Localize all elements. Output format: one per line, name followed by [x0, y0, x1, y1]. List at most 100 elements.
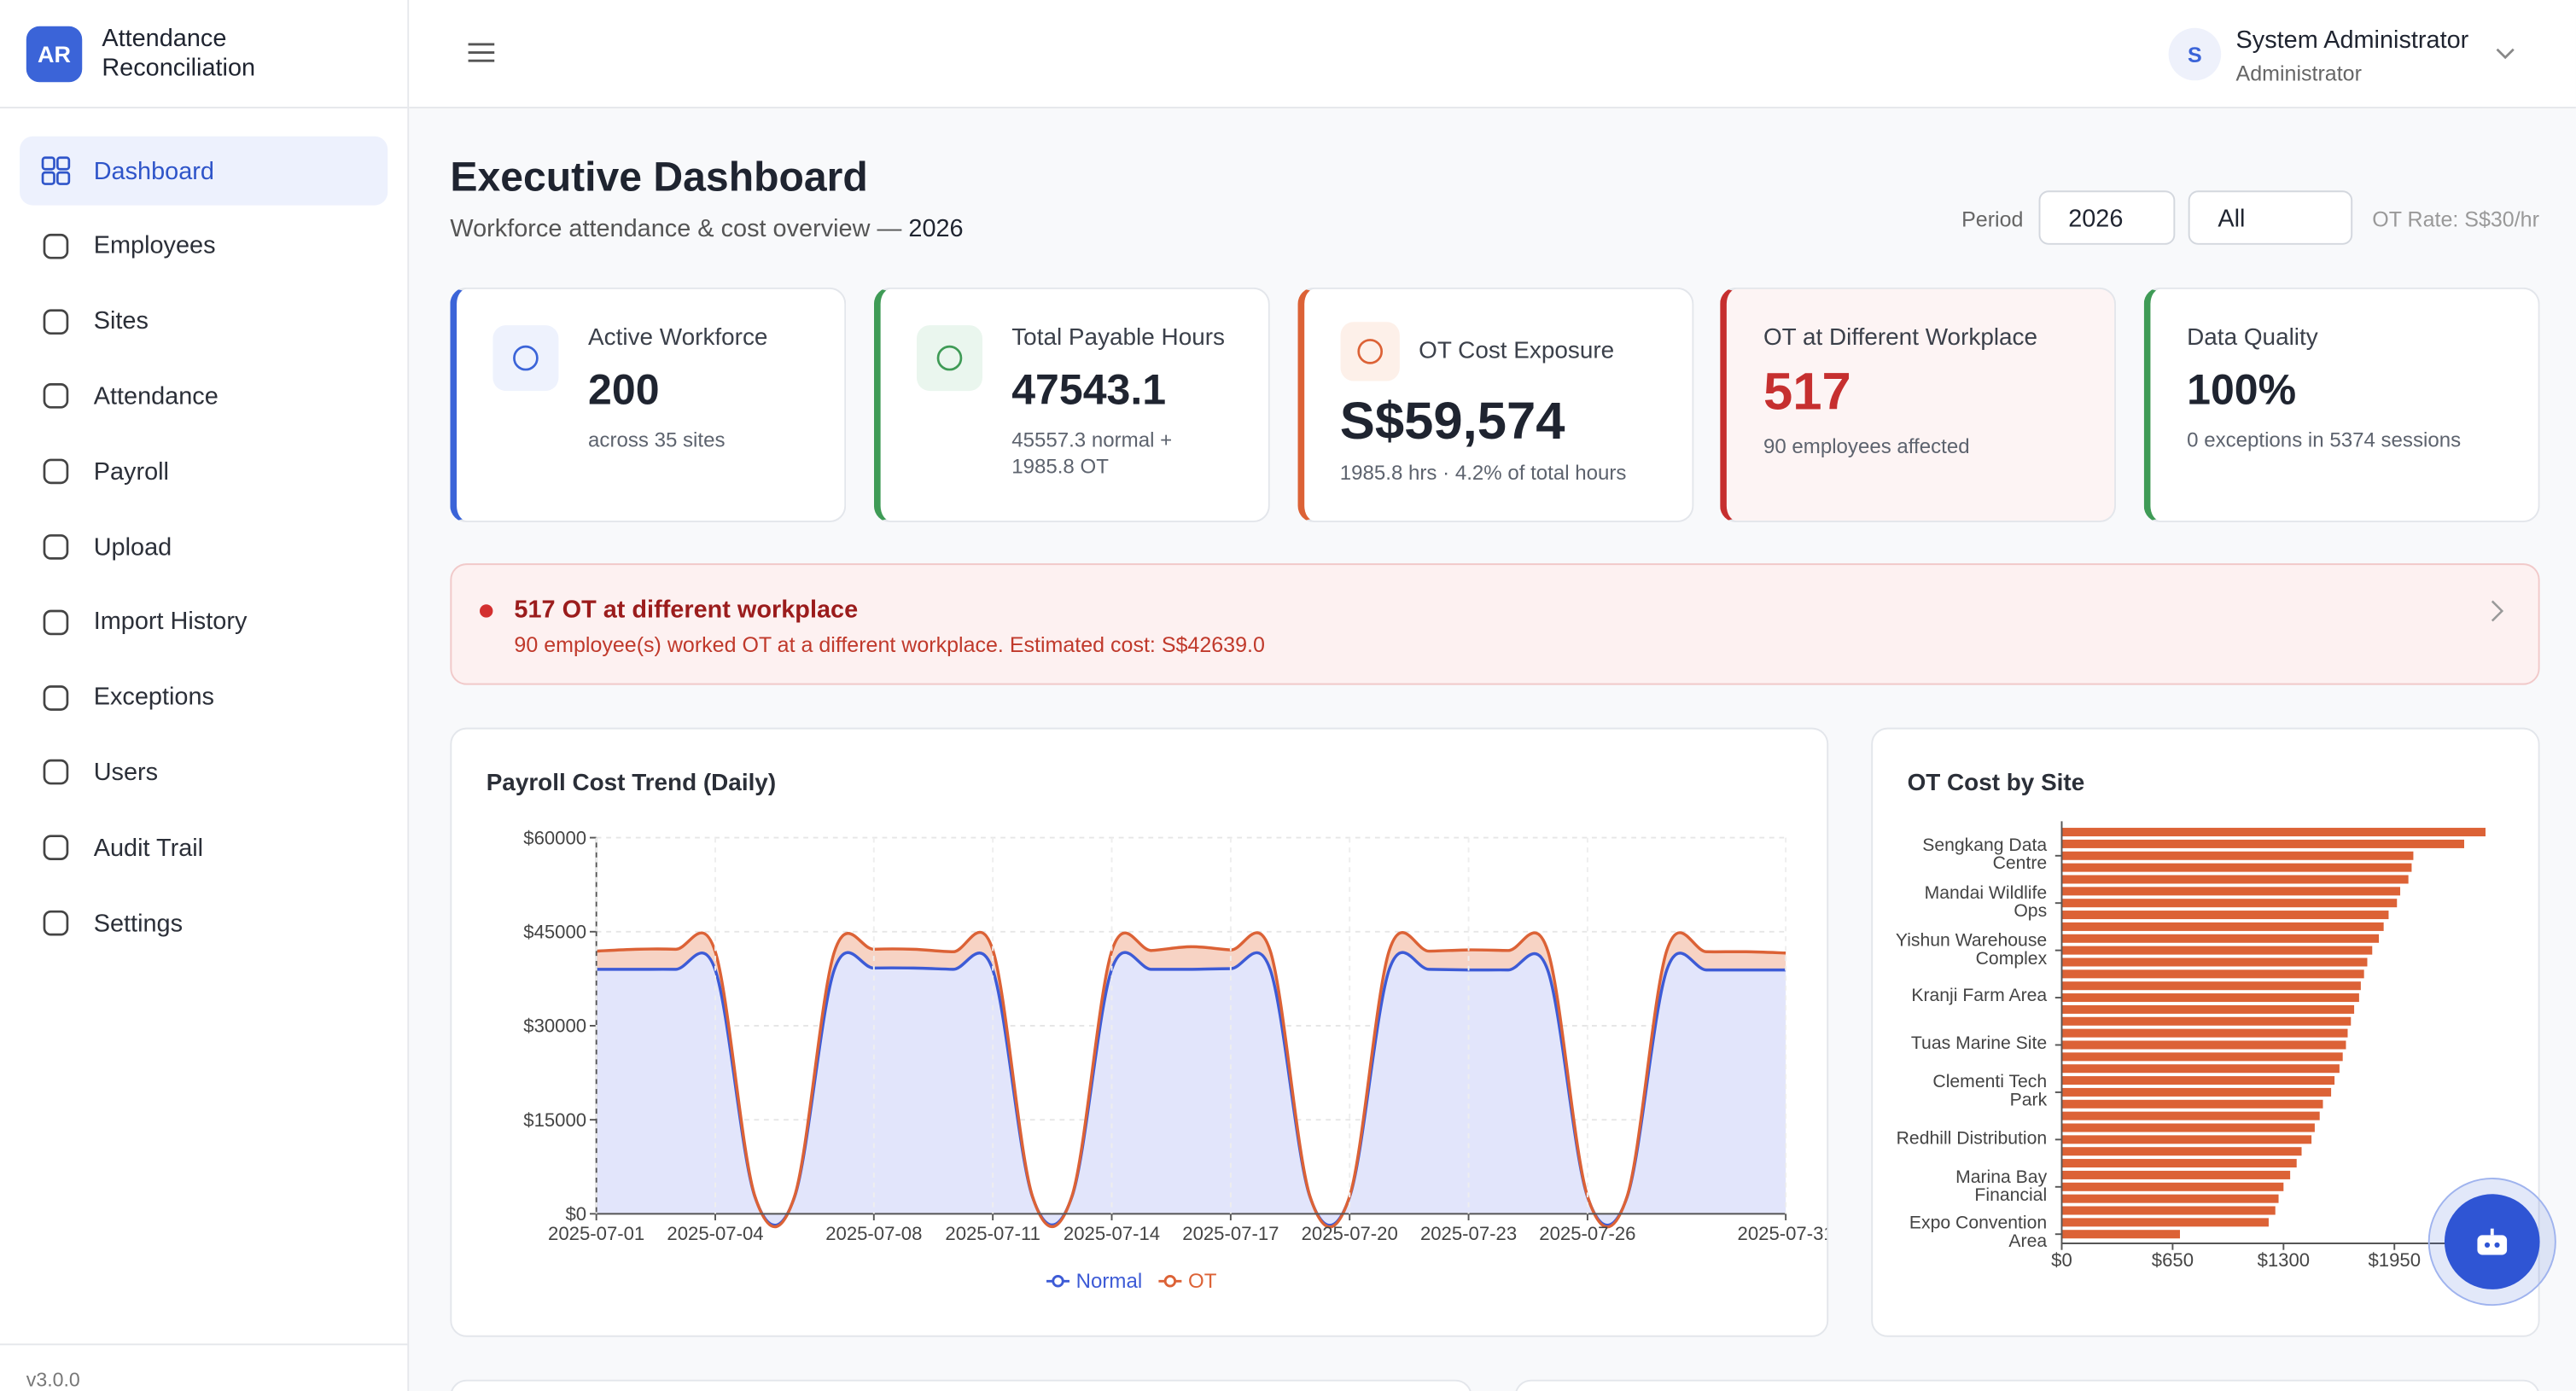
bar-chart-card: OT Cost by Site$0$650$1300$1950$2600 Sen… — [1871, 727, 2540, 1337]
x-tick-label: 2025-07-01 — [548, 1223, 644, 1244]
icon-part — [56, 171, 71, 185]
bar — [2061, 1123, 2315, 1132]
app-name: Attendance Reconciliation — [102, 24, 256, 83]
nav-item[interactable]: Payroll — [20, 437, 388, 506]
filter-select[interactable]: All — [2188, 190, 2353, 245]
kpi-icon — [492, 325, 559, 392]
nav-label: Exceptions — [93, 683, 214, 712]
menu-button[interactable] — [468, 41, 495, 64]
bar — [2061, 899, 2398, 908]
x-tick-label: 2025-07-20 — [1302, 1223, 1398, 1244]
icon-part — [43, 609, 69, 635]
kpi-card: OT at Different Workplace 517 90 employees… — [1720, 287, 2117, 523]
kpi-value: S$59,574 — [1339, 391, 1565, 451]
card — [1514, 1379, 2540, 1391]
user-menu-chevron[interactable] — [2496, 48, 2515, 61]
bar — [2061, 1194, 2279, 1203]
bar — [2061, 1159, 2297, 1168]
alert-title: 517 OT at different workplace — [514, 596, 859, 625]
sidebar: AR Attendance Reconciliation Dashboard Em… — [0, 0, 410, 1391]
bar — [2061, 981, 2361, 991]
nav-label: Users — [93, 759, 159, 787]
bar — [2061, 887, 2401, 896]
icon — [1356, 339, 1383, 364]
user-name: System Administrator — [2235, 26, 2469, 55]
nav-icon — [43, 684, 69, 711]
page-title: Executive Dashboard — [450, 154, 868, 201]
kpi-detail: 1985.8 hrs · 4.2% of total hours — [1339, 461, 1627, 485]
bar — [2061, 1206, 2276, 1215]
kpi-detail: 45557.3 normal + 1985.8 OT — [1011, 428, 1173, 479]
x-tick-label: 2025-07-26 — [1539, 1223, 1635, 1244]
divider — [0, 1343, 408, 1346]
kpi-detail: 90 employees affected — [1763, 435, 1970, 458]
assistant-button[interactable] — [2444, 1194, 2540, 1289]
y-tick-label: $15000 — [523, 1109, 586, 1131]
nav-label: Upload — [93, 533, 172, 562]
chevron — [2491, 600, 2504, 622]
alert-dot — [480, 604, 493, 618]
nav-item[interactable]: Import History — [20, 588, 388, 657]
bar — [2061, 828, 2486, 837]
x-tick-label: 2025-07-11 — [945, 1223, 1040, 1244]
kpi-card: OT Cost Exposure S$59,574 1985.8 hrs · 4.2… — [1297, 287, 1693, 523]
y-tick-label: Marina Bay Financial — [1955, 1167, 2048, 1205]
nav-item[interactable]: Audit Trail — [20, 813, 388, 882]
icon-part — [43, 910, 69, 936]
icon-part — [43, 760, 69, 786]
nav-item[interactable]: Settings — [20, 888, 388, 957]
bar — [2061, 969, 2364, 979]
x-tick-label: 2025-07-23 — [1420, 1223, 1517, 1244]
ot-rate: OT Rate: S$30/hr — [2372, 207, 2539, 232]
bar-chart: OT Cost by Site$0$650$1300$1950$2600 — [1908, 769, 2532, 1271]
nav-icon — [43, 458, 69, 485]
nav-item[interactable]: Users — [20, 738, 388, 807]
nav-item[interactable]: Upload — [20, 513, 388, 582]
area — [596, 932, 1786, 1227]
bar — [2061, 1147, 2302, 1156]
kpi-card: Data Quality 100% 0 exceptions in 5374 ses… — [2144, 287, 2540, 523]
period-select[interactable]: 2026 — [2038, 190, 2176, 245]
kpi-value: 200 — [588, 364, 660, 415]
nav-item[interactable]: Exceptions — [20, 663, 388, 732]
legend-marker — [1163, 1275, 1177, 1288]
legend-label: OT — [1188, 1270, 1217, 1293]
nav-item[interactable]: Dashboard — [20, 136, 388, 206]
select-value: All — [2218, 205, 2246, 234]
x-tick-label: 2025-07-14 — [1064, 1223, 1160, 1244]
nav-item[interactable]: Attendance — [20, 362, 388, 431]
x-tick-label: $1950 — [2368, 1249, 2421, 1271]
y-tick-label: Mandai Wildlife Ops — [1924, 883, 2048, 922]
legend-label: Normal — [1076, 1270, 1143, 1293]
avatar[interactable]: S — [2168, 27, 2222, 81]
kpi-icon — [916, 325, 982, 392]
nav-icon — [43, 383, 69, 410]
nav-icon — [43, 534, 69, 560]
nav-item[interactable]: Employees — [20, 212, 388, 281]
x-tick-label: 2025-07-08 — [825, 1223, 922, 1244]
nav-icon — [41, 156, 71, 185]
bar — [2061, 1016, 2352, 1026]
kpi-value: 47543.1 — [1011, 364, 1167, 415]
bar — [2061, 911, 2389, 920]
kpi-detail: across 35 sites — [588, 428, 726, 452]
icon-part — [43, 308, 69, 335]
y-tick-label: Clementi Tech Park — [1932, 1072, 2048, 1111]
y-tick-label: $60000 — [523, 827, 586, 848]
bar — [2061, 934, 2380, 943]
divider — [0, 107, 408, 109]
alert-message: 90 employee(s) worked OT at a different … — [514, 632, 1265, 657]
bar — [2061, 993, 2359, 1003]
alert-banner[interactable]: 517 OT at different workplace 90 employe… — [450, 563, 2540, 685]
icon-part — [1356, 339, 1383, 364]
subtitle-year: 2026 — [908, 215, 964, 243]
y-tick-label: Sengkang Data Centre — [1922, 835, 2048, 874]
bar — [2061, 922, 2384, 931]
nav-item[interactable]: Sites — [20, 287, 388, 356]
chart-title: Payroll Cost Trend (Daily) — [487, 769, 776, 795]
x-tick-label: $0 — [2051, 1249, 2072, 1271]
nav-label: Employees — [93, 231, 216, 260]
y-tick-label: $0 — [565, 1203, 586, 1225]
